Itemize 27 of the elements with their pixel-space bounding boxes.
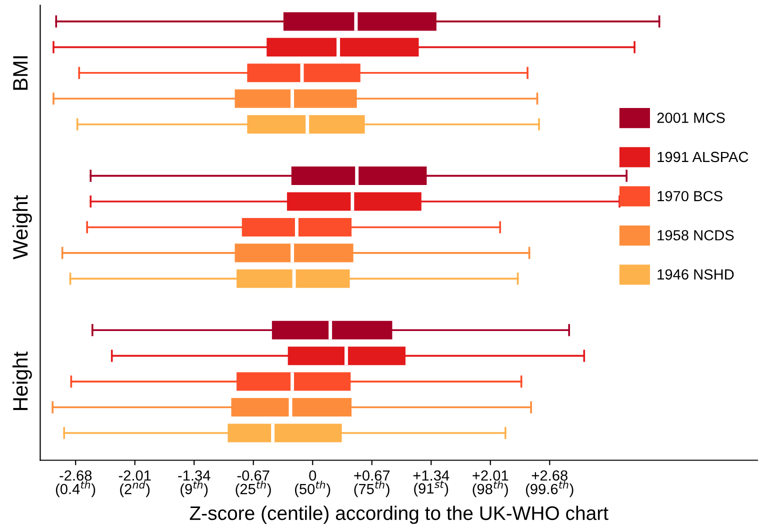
text: (98$^{th}$): [472, 480, 508, 498]
x-tick-label: -2.68: [60, 470, 92, 481]
text: (25$^{th}$): [236, 480, 271, 498]
x-axis-title: Z-score (centile) according to the UK-WHO chart: [190, 506, 608, 524]
x-tick-label: -0.67: [237, 470, 270, 481]
text: (2$^{nd}$): [120, 480, 150, 498]
text: (99.6$^{th}$): [526, 480, 574, 498]
legend-label: 1958 NCDS: [658, 230, 734, 240]
x-tick-label: +0.67: [354, 470, 390, 481]
text: (9$^{th}$): [180, 480, 208, 498]
x-tick-label: +2.68: [532, 470, 568, 481]
x-tick-label: -1.34: [178, 470, 210, 481]
legend-label: 1970 BCS: [658, 190, 722, 202]
x-tick-label: -2.01: [118, 470, 151, 481]
text: (91$^{st}$): [414, 480, 448, 496]
legend-label: 1946 NSHD: [658, 269, 734, 280]
x-tick-label: 0: [309, 470, 316, 481]
text: (50$^{th}$): [295, 480, 330, 498]
legend-label: 1991 ALSPAC: [658, 152, 748, 162]
y-tick-label: BMI: [13, 56, 28, 90]
y-tick-label: Height: [12, 352, 32, 410]
text: (0.4$^{th}$): [56, 480, 96, 498]
x-tick-label: +2.01: [472, 470, 508, 481]
x-tick-label: +1.34: [413, 470, 450, 481]
legend-label: 2001 MCS: [657, 112, 725, 123]
text: (75$^{th}$): [354, 480, 390, 498]
y-tick-label: Weight: [12, 195, 32, 260]
